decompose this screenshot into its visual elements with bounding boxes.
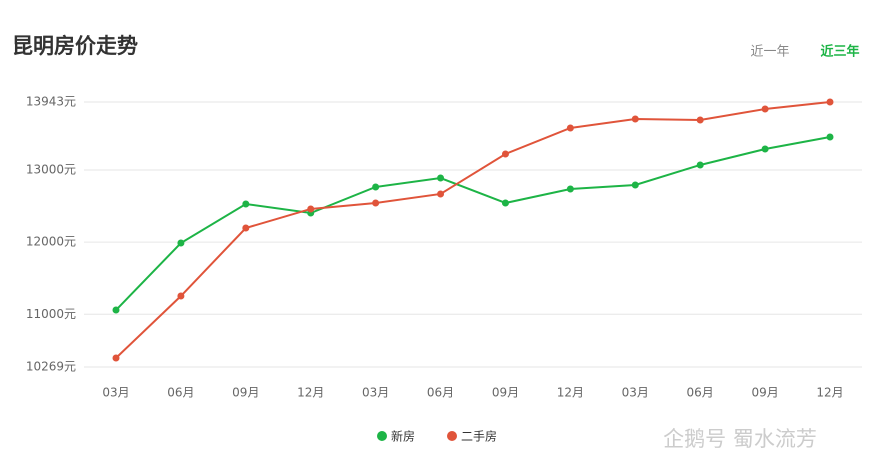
- data-point: [761, 105, 769, 113]
- data-point: [112, 354, 120, 362]
- x-tick-label: 12月: [557, 386, 584, 400]
- data-point: [696, 161, 704, 169]
- data-point: [372, 183, 380, 191]
- legend-label[interactable]: 新房: [391, 429, 415, 444]
- data-point: [437, 190, 445, 198]
- x-tick-label: 09月: [492, 386, 519, 400]
- x-tick-label: 06月: [427, 386, 454, 400]
- data-point: [631, 181, 639, 189]
- data-point: [112, 306, 120, 314]
- data-point: [307, 205, 315, 213]
- data-point: [501, 150, 509, 158]
- x-tick-label: 09月: [751, 386, 778, 400]
- chart-title: 昆明房价走势: [12, 34, 138, 58]
- data-point: [826, 133, 834, 141]
- x-tick-label: 12月: [297, 386, 324, 400]
- y-tick-label: 10269元: [26, 360, 76, 374]
- legend-swatch[interactable]: [377, 431, 387, 441]
- y-tick-label: 13943元: [26, 95, 76, 109]
- tab-active[interactable]: 近三年: [820, 44, 859, 60]
- data-point: [437, 174, 445, 182]
- data-point: [761, 145, 769, 153]
- data-point: [696, 116, 704, 124]
- series-line: [115, 135, 831, 311]
- x-tick-label: 03月: [622, 386, 649, 400]
- data-point: [177, 292, 185, 300]
- data-point: [566, 185, 574, 193]
- data-point: [242, 200, 250, 208]
- legend-label[interactable]: 二手房: [461, 429, 497, 444]
- x-tick-label: 06月: [687, 386, 714, 400]
- y-tick-label: 12000元: [26, 235, 76, 249]
- data-point: [826, 98, 834, 106]
- legend-swatch[interactable]: [447, 431, 457, 441]
- x-tick-label: 03月: [362, 386, 389, 400]
- data-point: [372, 199, 380, 207]
- x-tick-label: 06月: [167, 386, 194, 400]
- x-tick-label: 12月: [816, 386, 843, 400]
- y-tick-label: 13000元: [26, 163, 76, 177]
- x-tick-label: 09月: [232, 386, 259, 400]
- x-tick-label: 03月: [102, 386, 129, 400]
- data-point: [631, 115, 639, 123]
- watermark: 企鹅号 蜀水流芳: [663, 427, 817, 451]
- data-point: [501, 199, 509, 207]
- data-point: [177, 239, 185, 247]
- series-line: [115, 101, 831, 359]
- tab[interactable]: 近一年: [750, 45, 789, 60]
- data-point: [242, 224, 250, 232]
- y-tick-label: 11000元: [26, 307, 76, 321]
- data-point: [566, 124, 574, 132]
